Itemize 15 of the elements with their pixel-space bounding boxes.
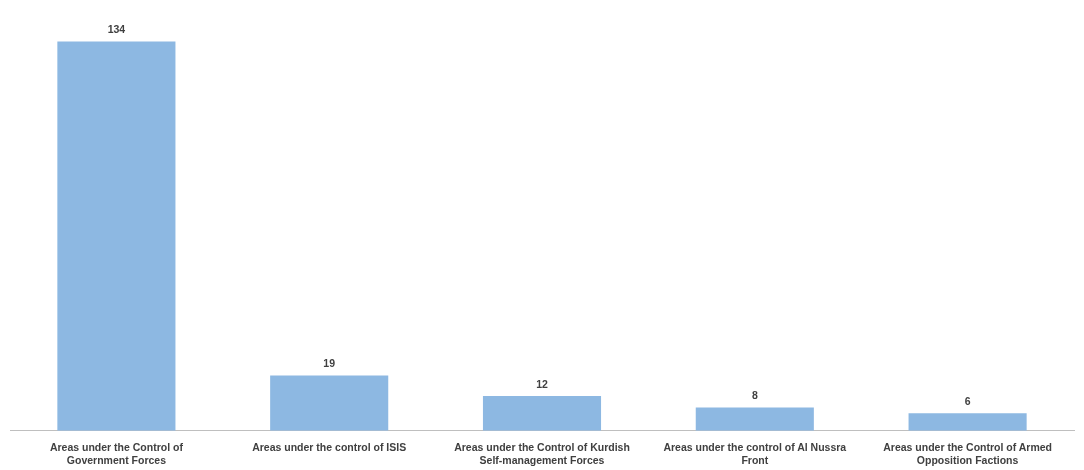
x-tick-label: Areas under the Control of Armed Opposition Factions — [883, 440, 1052, 466]
bar — [482, 395, 602, 431]
data-label: 6 — [964, 395, 971, 408]
x-tick-label: Areas under the Control of Government Forces — [49, 440, 184, 466]
bar — [57, 41, 176, 431]
data-label: 19 — [323, 357, 336, 370]
data-label: 8 — [751, 389, 758, 402]
data-label: 134 — [107, 23, 126, 36]
data-label: 12 — [536, 377, 548, 390]
bar — [695, 407, 814, 431]
x-tick-label: Areas under the control of ISIS — [252, 440, 407, 453]
bar — [270, 375, 389, 431]
bar — [908, 413, 1027, 431]
x-tick-label: Areas under the Control of Kurdish Self-management Forces — [454, 440, 630, 466]
x-tick-label: Areas under the control of Al Nussra Front — [663, 440, 847, 466]
